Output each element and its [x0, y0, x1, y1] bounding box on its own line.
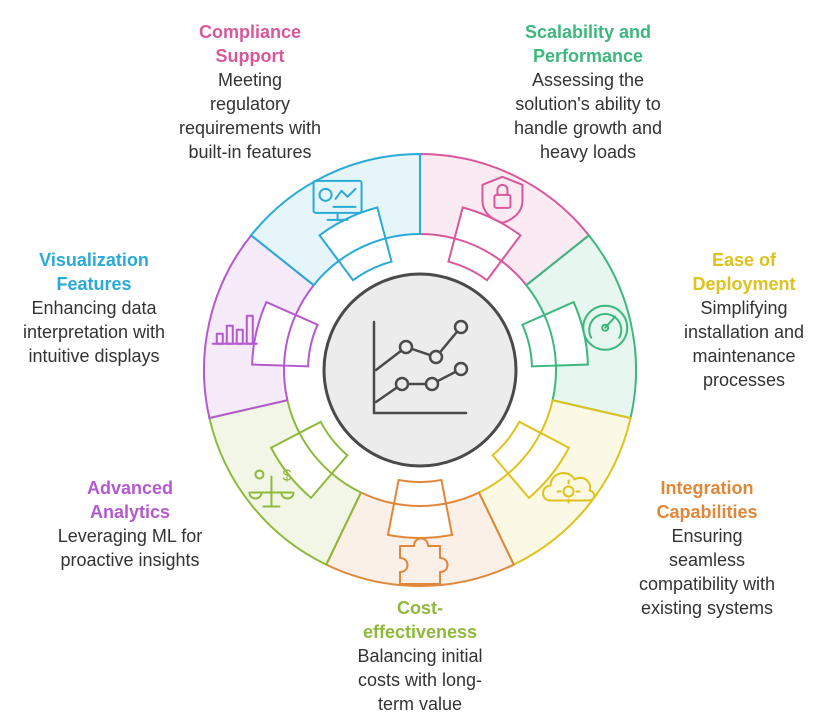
bar-chart-icon	[211, 314, 258, 345]
label-scalability: Scalability and Performance Assessing th…	[478, 20, 698, 164]
segment-tab-integration	[392, 478, 448, 507]
dashboard-monitor-icon	[312, 179, 363, 221]
segment-icons: $	[211, 175, 629, 585]
desc-deployment: Simplifying installation and maintenance…	[683, 298, 805, 390]
desc-analytics: Leveraging ML for proactive insights	[57, 526, 203, 570]
label-compliance: Compliance Support Meeting regulatory re…	[150, 20, 350, 164]
segment-tab-deployment	[491, 420, 542, 475]
chart-line-icon	[372, 319, 469, 415]
title-compliance: Compliance Support	[198, 22, 302, 66]
label-deployment: Ease of Deployment Simplifying installat…	[660, 248, 828, 392]
title-deployment: Ease of Deployment	[692, 250, 796, 294]
title-scalability: Scalability and Performance	[524, 22, 652, 66]
label-analytics: Advanced Analytics Leveraging ML for pro…	[40, 476, 220, 572]
balance-scale-icon: $	[248, 467, 295, 508]
cloud-gear-icon	[542, 472, 596, 504]
title-analytics: Advanced Analytics	[86, 478, 174, 522]
desc-scalability: Assessing the solution's ability to hand…	[513, 70, 663, 162]
segment-tab-scalability	[521, 313, 557, 368]
label-cost: Cost- effectiveness Balancing initial co…	[330, 596, 510, 716]
speedometer-icon	[582, 304, 629, 351]
center-hub	[322, 272, 518, 468]
svg-text:$: $	[282, 467, 291, 484]
lock-shield-icon	[481, 175, 524, 224]
segment-tab-visualization	[337, 237, 393, 282]
desc-cost: Balancing initial costs with long- term …	[357, 646, 483, 714]
desc-compliance: Meeting regulatory requirements with bui…	[178, 70, 322, 162]
label-integration: Integration Capabilities Ensuring seamle…	[622, 476, 792, 620]
title-integration: Integration Capabilities	[656, 478, 758, 522]
segment-tab-analytics	[283, 313, 319, 368]
label-visualization: Visualization Features Enhancing data in…	[6, 248, 182, 368]
segment-tab-compliance	[447, 237, 503, 282]
puzzle-icon	[399, 537, 449, 585]
title-cost: Cost- effectiveness	[362, 598, 478, 642]
title-visualization: Visualization Features	[39, 250, 149, 294]
segment-tab-cost	[298, 420, 349, 475]
desc-visualization: Enhancing data interpretation with intui…	[22, 298, 166, 366]
desc-integration: Ensuring seamless compatibility with exi…	[638, 526, 776, 618]
